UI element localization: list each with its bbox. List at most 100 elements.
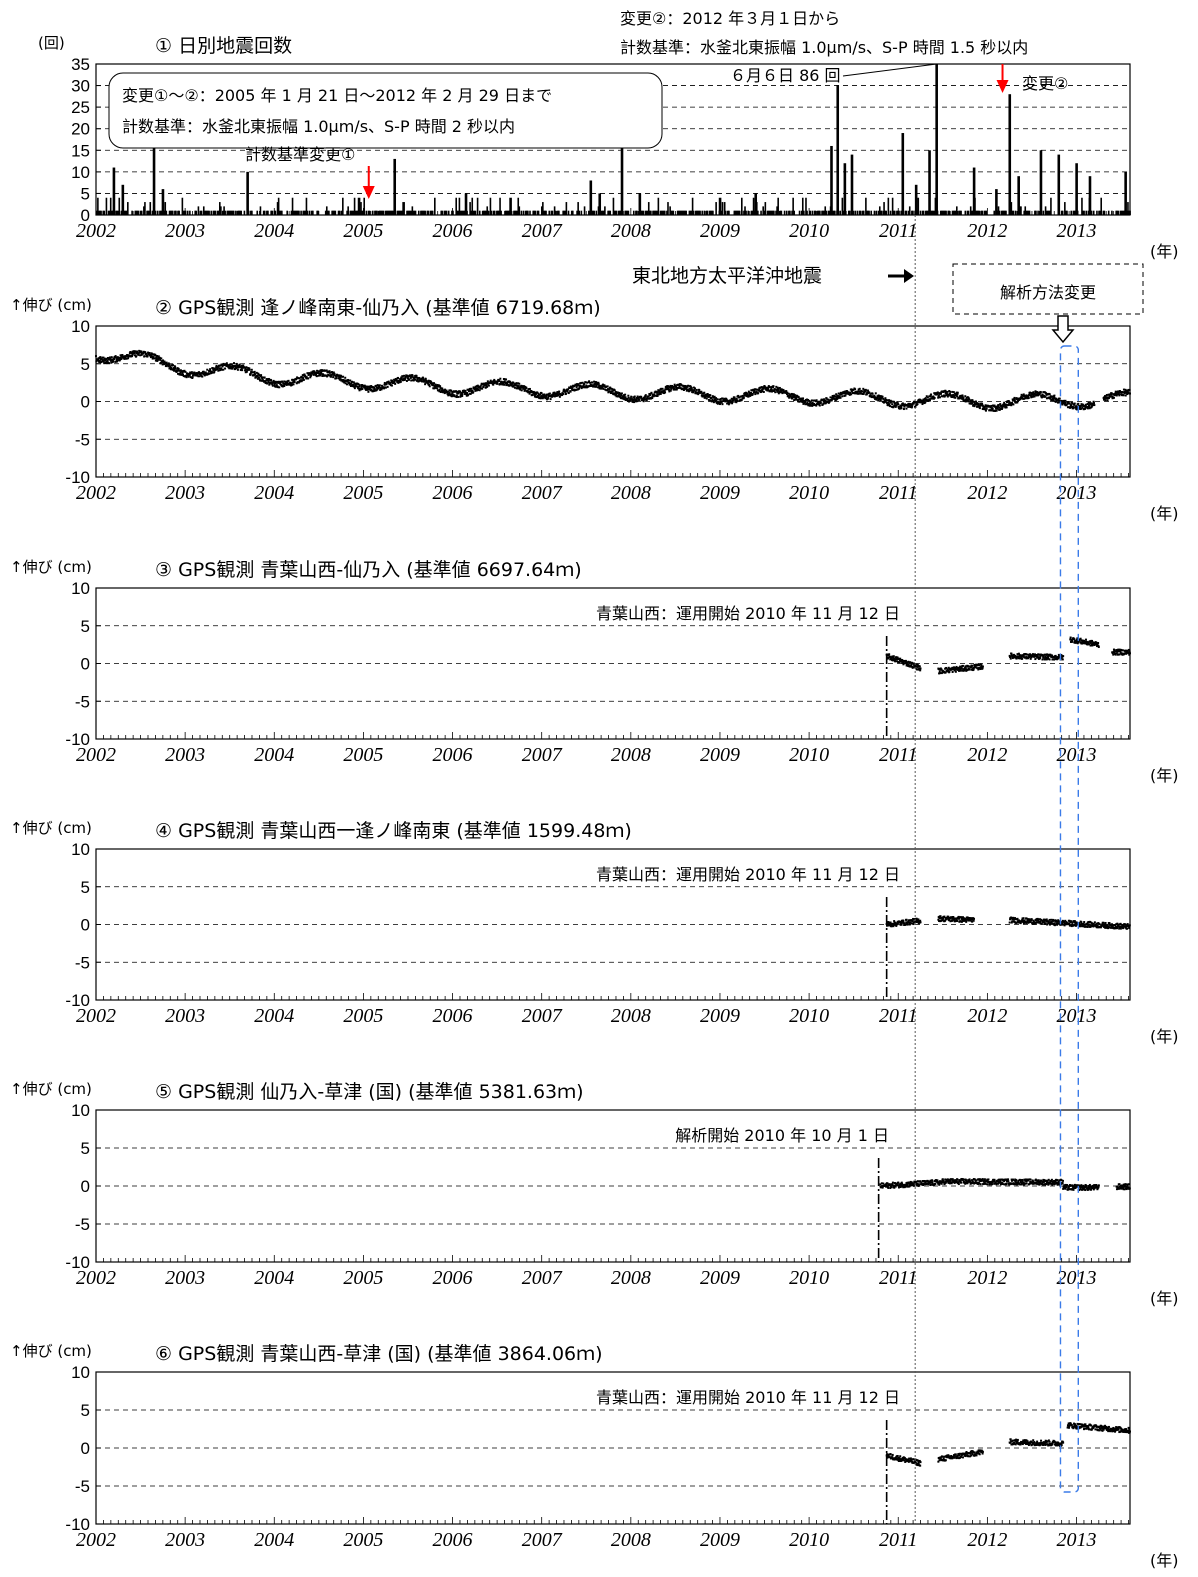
chart-2-point (119, 354, 122, 357)
chart-2-point (1063, 403, 1066, 406)
chart-1-bar (469, 202, 471, 215)
chart-1-bar (237, 210, 239, 215)
chart-1-bar (948, 210, 951, 215)
chart-4-point (961, 917, 964, 920)
chart-2-point (946, 393, 949, 396)
chart-1-bar (571, 210, 574, 215)
chart-1-bar (653, 210, 655, 215)
chart-1-bar (353, 197, 356, 215)
chart-2-point (244, 369, 247, 372)
chart-1-bar (371, 210, 374, 215)
chart-1-bar (690, 210, 693, 215)
chart-3-point (1078, 639, 1081, 642)
chart-2-point (1020, 395, 1023, 398)
chart-2-point (965, 400, 968, 403)
chart-2-point (369, 386, 372, 389)
chart-3-point (1125, 651, 1128, 654)
chart-2-point (742, 396, 745, 399)
chart-2-point (230, 365, 233, 368)
chart-3-point (1117, 650, 1120, 653)
chart-2-point (793, 394, 796, 397)
chart-1-bar (887, 197, 890, 215)
chart-2-point (121, 354, 124, 357)
chart-2-point (657, 393, 660, 396)
chart-2-point (489, 379, 492, 382)
chart-2-point (131, 355, 134, 358)
chart-3-point (954, 668, 957, 671)
chart-2-point (769, 388, 772, 391)
chart-2-point (447, 393, 450, 396)
chart-2-point (276, 380, 279, 383)
chart-2-point (122, 355, 125, 358)
chart-2-point (428, 385, 431, 388)
chart-3-point (1051, 654, 1054, 657)
chart-2-point (848, 393, 851, 396)
chart-2-point (266, 382, 269, 385)
chart-2-point (165, 361, 168, 364)
chart-1-xtick-label: 2011 (879, 220, 918, 242)
chart-1-bar (497, 210, 499, 215)
chart-2-point (1002, 405, 1005, 408)
chart-1-bar (1049, 210, 1051, 215)
chart-2-point (1051, 395, 1054, 398)
chart-4-point (1070, 920, 1073, 923)
chart-2-point (117, 359, 120, 362)
chart-2-point (629, 398, 632, 401)
chart-3-point (964, 665, 967, 668)
chart-2-point (107, 361, 110, 364)
chart-1-bar (331, 210, 333, 215)
chart-2-point (964, 395, 967, 398)
chart-2-point (650, 391, 653, 394)
chart-4-point (1011, 918, 1014, 921)
chart-3-point (1112, 653, 1115, 656)
chart-2-point (434, 385, 437, 388)
chart-2-point (125, 357, 128, 360)
chart-4-point (899, 920, 902, 923)
chart-2-point (781, 391, 784, 394)
chart-3-point (905, 661, 908, 664)
chart-2-point (682, 389, 685, 392)
chart-3-point (1014, 654, 1017, 657)
chart-2-point (569, 390, 572, 393)
chart-2-point (434, 386, 437, 389)
chart-4-point (939, 917, 942, 920)
chart-1-ytick-label: 10 (71, 163, 90, 182)
chart-2-point (911, 405, 914, 408)
chart-2-point (902, 403, 905, 406)
chart-2-point (593, 385, 596, 388)
chart-2-point (885, 401, 888, 404)
chart-2-point (651, 397, 654, 400)
chart-1-bar (930, 210, 932, 215)
chart-2-point (924, 397, 927, 400)
chart-2-point (806, 401, 809, 404)
chart-1-bar (828, 210, 831, 215)
chart-1-bar (1025, 210, 1028, 215)
chart-3-point (979, 668, 982, 671)
chart-1-bar (471, 197, 474, 215)
chart-2-point (633, 397, 636, 400)
chart-4-point (1055, 920, 1058, 923)
chart-2-point (297, 377, 300, 380)
chart-1-bar (811, 210, 814, 215)
chart-2-point (870, 396, 873, 399)
chart-2-point (776, 390, 779, 393)
chart-2-point (1109, 395, 1112, 398)
chart-2-point (890, 405, 893, 408)
chart-2-point (516, 385, 519, 388)
chart-1-bar (409, 210, 412, 215)
chart-2-point (372, 386, 375, 389)
chart-1-bar (1081, 197, 1083, 215)
chart-2-point (1010, 401, 1013, 404)
chart-1-bar (832, 210, 835, 215)
chart-4-point (965, 918, 968, 921)
chart-2-point (648, 397, 651, 400)
chart-2-point (347, 379, 350, 382)
chart-2-point (159, 358, 162, 361)
chart-2-point (1003, 403, 1006, 406)
chart-4-point (1009, 918, 1012, 921)
chart-2-point (459, 395, 462, 398)
chart-2-point (853, 392, 856, 395)
chart-2-point (260, 376, 263, 379)
chart-2-point (436, 387, 439, 390)
chart-2-point (666, 387, 669, 390)
